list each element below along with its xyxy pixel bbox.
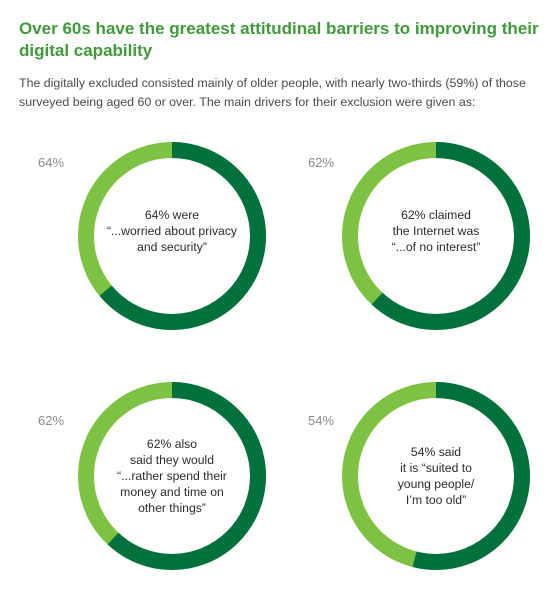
- donut-caption: 62% claimed the Internet was “...of no int…: [346, 207, 526, 255]
- donut-chart: [78, 142, 266, 330]
- donut-caption: 64% were “...worried about privacy and sec…: [82, 207, 262, 255]
- donut-chart: [342, 142, 530, 330]
- donut-value-arc: [78, 382, 266, 570]
- donut-caption: 54% said it is “suited to young people/I’m…: [346, 444, 526, 508]
- caption-line: money and time on: [120, 485, 224, 499]
- donut-panel-rather-spend: 62% 62% also said they would “...rather sp…: [38, 382, 298, 603]
- donut-panel-privacy: 64% 64% were “...worried about privacy and…: [38, 142, 298, 345]
- donut-value-arc: [342, 142, 530, 330]
- caption-line: young people/: [397, 477, 475, 491]
- caption-line: 62% also: [146, 437, 198, 451]
- caption-line: 62% claimed: [401, 208, 471, 222]
- page-title: Over 60s have the greatest attitudinal b…: [19, 19, 539, 60]
- donut-caption: 62% also said they would “...rather spend …: [82, 436, 262, 516]
- donut-value-arc: [342, 382, 530, 570]
- caption-line: the Internet was: [392, 224, 480, 238]
- donut-panel-too-old: 54% 54% said it is “suited to young people…: [308, 382, 554, 603]
- caption-line: and security”: [137, 240, 207, 254]
- caption-line: other things”: [138, 501, 206, 515]
- caption-line: it is “suited to: [400, 461, 472, 475]
- donut-chart: [78, 382, 266, 570]
- caption-line: said they would: [129, 453, 214, 467]
- donut-value-arc: [78, 142, 266, 330]
- donut-percent-label: 62%: [308, 155, 335, 170]
- caption-line: 64% were: [144, 208, 200, 222]
- caption-line: 54% said: [410, 445, 462, 459]
- intro-text: The digitally excluded consisted mainly …: [19, 76, 526, 109]
- caption-line: “...worried about privacy: [106, 224, 238, 238]
- caption-line: “...rather spend their: [117, 469, 227, 483]
- donut-percent-label: 54%: [308, 413, 335, 428]
- donut-panel-no-interest: 62% 62% claimed the Internet was “...of no…: [308, 142, 554, 345]
- donut-chart: [342, 382, 530, 570]
- donut-percent-label: 62%: [38, 413, 65, 428]
- donut-percent-label: 64%: [38, 155, 65, 170]
- caption-line: “...of no interest”: [391, 240, 481, 254]
- caption-line: I’m too old”: [405, 493, 467, 507]
